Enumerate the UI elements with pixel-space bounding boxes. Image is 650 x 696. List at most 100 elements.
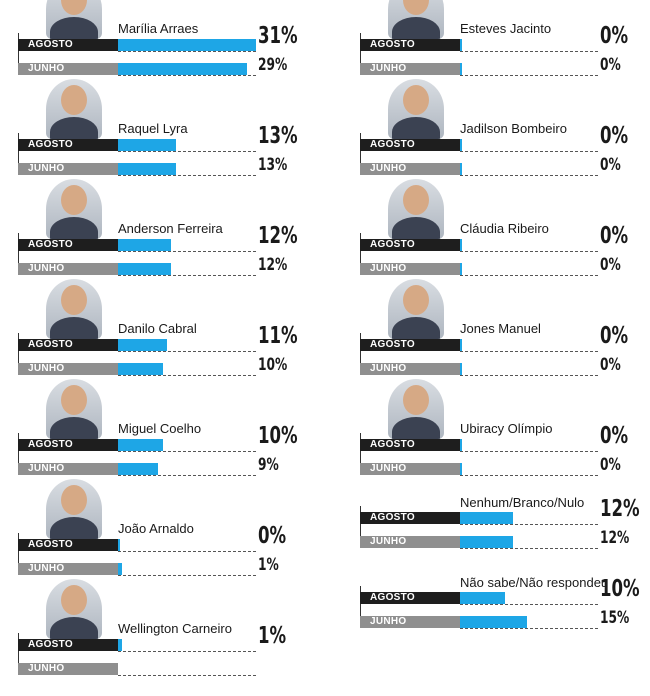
dotted-line xyxy=(118,51,256,52)
value-label-agosto: 12% xyxy=(600,496,640,522)
value-label-agosto: 0% xyxy=(258,523,287,549)
candidate-name: Marília Arraes xyxy=(118,21,199,36)
photo-head xyxy=(403,185,429,215)
candidate-block: Não sabe/Não respondeu AGOSTO 10% JUNHO 15% xyxy=(360,570,650,666)
bar-junho xyxy=(460,463,462,475)
row-label-agosto: AGOSTO xyxy=(18,139,118,151)
dotted-line xyxy=(118,551,256,552)
candidate-photo xyxy=(46,479,102,539)
photo-head xyxy=(61,285,87,315)
dotted-line xyxy=(118,175,256,176)
dotted-line xyxy=(460,151,598,152)
photo-body xyxy=(50,517,98,539)
row-label-agosto: AGOSTO xyxy=(18,339,118,351)
value-label-junho: 0% xyxy=(600,255,621,275)
row-label-junho: JUNHO xyxy=(18,263,118,275)
axis-start-line xyxy=(18,433,19,475)
candidate-name: Cláudia Ribeiro xyxy=(460,221,549,236)
candidate-name: Esteves Jacinto xyxy=(460,21,552,36)
candidate-name: Raquel Lyra xyxy=(118,121,188,136)
value-label-junho: 0% xyxy=(600,155,621,175)
dotted-line xyxy=(460,524,598,525)
dotted-line xyxy=(118,151,256,152)
value-label-junho: 0% xyxy=(600,55,621,75)
candidate-block: Jones Manuel AGOSTO 0% JUNHO 0% xyxy=(360,279,650,396)
candidate-name: Danilo Cabral xyxy=(118,321,197,336)
axis-start-line xyxy=(18,33,19,75)
value-label-agosto: 12% xyxy=(258,223,298,249)
bar-junho xyxy=(118,63,248,75)
row-label-junho: JUNHO xyxy=(18,663,118,675)
photo-body xyxy=(392,117,440,139)
candidate-name: Wellington Carneiro xyxy=(118,621,232,636)
row-label-agosto: AGOSTO xyxy=(360,439,460,451)
dotted-line xyxy=(118,275,256,276)
row-label-junho: JUNHO xyxy=(360,463,460,475)
value-label-agosto: 1% xyxy=(258,623,287,649)
photo-head xyxy=(403,85,429,115)
bar-junho xyxy=(460,616,527,628)
bar-agosto xyxy=(118,439,163,451)
row-label-agosto: AGOSTO xyxy=(18,539,118,551)
row-label-agosto: AGOSTO xyxy=(360,339,460,351)
bar-agosto xyxy=(460,139,462,151)
bar-junho xyxy=(460,263,462,275)
bar-junho xyxy=(118,363,163,375)
bar-agosto xyxy=(460,439,462,451)
row-label-junho: JUNHO xyxy=(360,163,460,175)
row-label-agosto: AGOSTO xyxy=(18,39,118,51)
candidate-block: Raquel Lyra AGOSTO 13% JUNHO 13% xyxy=(18,79,318,196)
photo-body xyxy=(392,417,440,439)
row-label-junho: JUNHO xyxy=(360,63,460,75)
axis-start-line xyxy=(360,506,361,548)
bar-agosto xyxy=(118,339,167,351)
bar-junho xyxy=(460,536,514,548)
dotted-line xyxy=(460,351,598,352)
candidate-name: Nenhum/Branco/Nulo xyxy=(460,495,585,510)
bar-junho xyxy=(118,163,176,175)
dotted-line xyxy=(118,75,256,76)
bar-junho xyxy=(460,63,462,75)
row-label-agosto: AGOSTO xyxy=(360,592,460,604)
value-label-junho: 29% xyxy=(258,55,288,75)
photo-body xyxy=(50,17,98,39)
bar-junho xyxy=(460,363,462,375)
value-label-junho: 0% xyxy=(600,355,621,375)
candidate-photo xyxy=(388,179,444,239)
candidate-block: Marília Arraes AGOSTO 31% JUNHO 29% xyxy=(18,0,318,96)
bar-junho xyxy=(460,163,462,175)
poll-chart: Marília Arraes AGOSTO 31% JUNHO 29% Raquel Ly… xyxy=(18,0,650,676)
candidate-block: Jadilson Bombeiro AGOSTO 0% JUNHO 0% xyxy=(360,79,650,196)
value-label-junho: 12% xyxy=(258,255,288,275)
value-label-agosto: 10% xyxy=(258,423,298,449)
value-label-agosto: 0% xyxy=(600,423,629,449)
value-label-agosto: 11% xyxy=(258,323,298,349)
bar-agosto xyxy=(460,592,505,604)
candidate-name: Miguel Coelho xyxy=(118,421,202,436)
dotted-line xyxy=(118,575,256,576)
axis-start-line xyxy=(18,233,19,275)
dotted-line xyxy=(460,375,598,376)
candidate-block: Danilo Cabral AGOSTO 11% JUNHO 10% xyxy=(18,279,318,396)
photo-head xyxy=(403,385,429,415)
value-label-junho: 1% xyxy=(258,555,279,575)
bar-agosto xyxy=(118,239,172,251)
value-label-agosto: 0% xyxy=(600,23,629,49)
bar-agosto xyxy=(460,512,514,524)
axis-start-line xyxy=(360,586,361,628)
row-label-junho: JUNHO xyxy=(360,536,460,548)
row-label-junho: JUNHO xyxy=(18,563,118,575)
row-label-junho: JUNHO xyxy=(18,163,118,175)
candidate-photo xyxy=(46,379,102,439)
candidate-block: Anderson Ferreira AGOSTO 12% JUNHO 12% xyxy=(18,179,318,296)
dotted-line xyxy=(460,275,598,276)
value-label-agosto: 0% xyxy=(600,223,629,249)
dotted-line xyxy=(118,651,256,652)
candidate-name: Anderson Ferreira xyxy=(118,221,223,236)
candidate-photo xyxy=(46,279,102,339)
dotted-line xyxy=(118,251,256,252)
candidate-block: Nenhum/Branco/Nulo AGOSTO 12% JUNHO 12% xyxy=(360,490,650,586)
candidate-photo xyxy=(46,79,102,139)
axis-start-line xyxy=(360,433,361,475)
photo-head xyxy=(61,385,87,415)
